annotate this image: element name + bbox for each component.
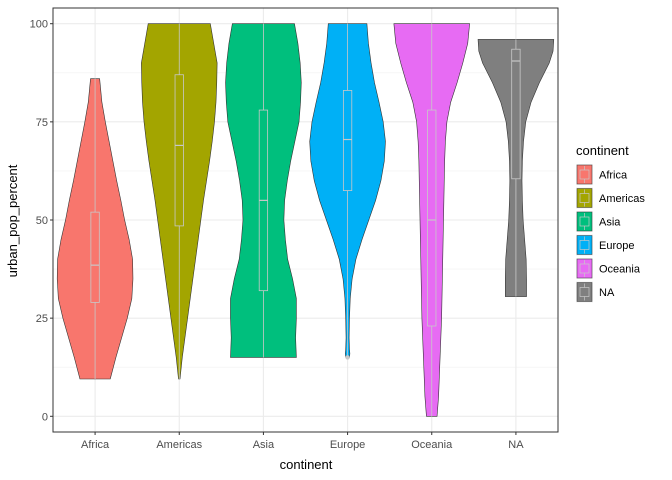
violin-group-africa [56, 78, 134, 380]
boxplot-box [342, 90, 353, 191]
legend-key-box [579, 287, 590, 297]
legend-item-oceania: Oceania [576, 258, 641, 279]
y-tick-label: 0 [42, 411, 48, 423]
legend-item-asia: Asia [576, 211, 621, 232]
legend-key-box [579, 193, 590, 203]
x-axis-title: continent [280, 457, 333, 472]
plot-panel [53, 8, 558, 432]
y-axis-title: urban_pop_percent [5, 164, 20, 277]
legend-item-europe: Europe [576, 234, 634, 256]
legend-label: Europe [599, 240, 634, 252]
boxplot-box [511, 48, 521, 180]
legend-label: Asia [599, 217, 621, 229]
boxplot-box [427, 109, 437, 327]
y-tick-label: 75 [36, 117, 48, 129]
violin-layer [52, 7, 559, 433]
x-tick-label: NA [508, 439, 524, 451]
violin-group-europe [309, 23, 386, 358]
y-tick-label: 100 [30, 19, 48, 31]
legend-label: Americas [599, 193, 645, 205]
boxplot-box [174, 74, 184, 227]
y-tick-label: 25 [36, 313, 48, 325]
x-tick-label: Oceania [411, 439, 453, 451]
legend-label: Africa [599, 170, 628, 182]
legend-item-na: NA [576, 281, 615, 303]
x-tick-label: Europe [330, 439, 365, 451]
legend-item-africa: Africa [576, 164, 628, 185]
legend-label: Oceania [599, 264, 641, 276]
x-tick-label: Americas [156, 439, 202, 451]
violin-group-na [477, 39, 555, 297]
legend-key-box [579, 263, 590, 274]
legend-item-americas: Americas [576, 187, 645, 209]
legend-label: NA [599, 287, 615, 299]
y-tick-label: 50 [36, 215, 48, 227]
x-tick-label: Africa [81, 439, 110, 451]
violin-group-asia [225, 23, 302, 358]
outlier-point [345, 355, 350, 360]
violin-group-oceania [393, 23, 470, 417]
x-tick-label: Asia [253, 439, 275, 451]
axis-layer: continent urban_pop_percent 0 25 50 75 100 Af… [5, 19, 524, 472]
legend-key-box [579, 169, 590, 180]
legend-key-box [579, 240, 590, 250]
violin-group-americas [141, 23, 218, 380]
legend: continent Africa Americas Asia Europe Oceani… [576, 143, 645, 303]
legend-key-box [579, 216, 590, 227]
boxplot-box [90, 211, 100, 303]
legend-title: continent [576, 143, 629, 158]
